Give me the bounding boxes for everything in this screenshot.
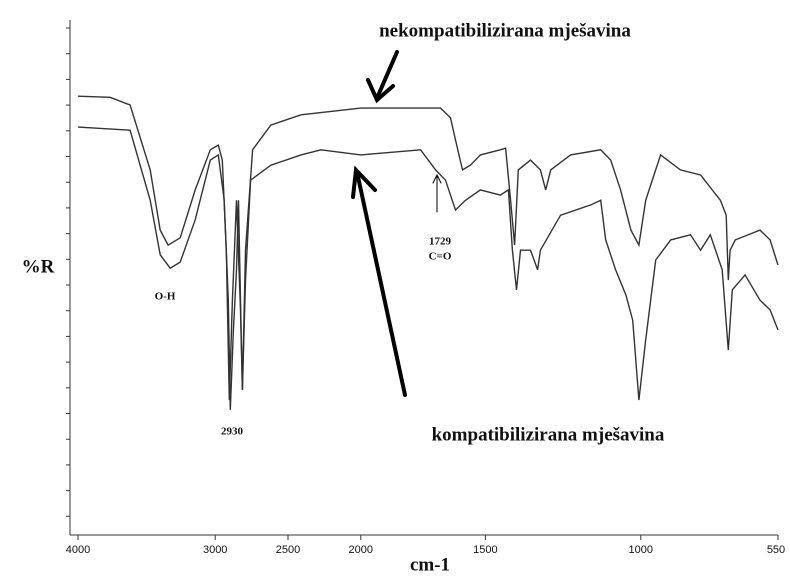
annotation: kompatibilizirana mješavina bbox=[432, 424, 665, 445]
y-minor-ticks bbox=[66, 27, 70, 517]
y-label: %R bbox=[22, 256, 55, 277]
x-tick-label: 3000 bbox=[203, 544, 227, 556]
arrows bbox=[351, 50, 442, 397]
x-tick-label: 550 bbox=[767, 544, 785, 556]
annotation: O-H bbox=[155, 291, 176, 303]
annotation: nekompatibilizirana mješavina bbox=[379, 20, 631, 41]
annotation: C=O bbox=[429, 251, 452, 263]
x-tick-label: 1000 bbox=[629, 544, 653, 556]
spectrum-line bbox=[77, 95, 779, 401]
x-tick-label: 1500 bbox=[473, 544, 497, 556]
x-label: cm-1 bbox=[410, 554, 450, 575]
annotation: 1729 bbox=[429, 236, 452, 248]
x-tick-label: 4000 bbox=[66, 544, 90, 556]
annotation: 2930 bbox=[221, 426, 244, 438]
x-tick-label: 2500 bbox=[276, 544, 300, 556]
x-tick-label: 2000 bbox=[349, 544, 373, 556]
spectrum-line bbox=[77, 126, 779, 410]
